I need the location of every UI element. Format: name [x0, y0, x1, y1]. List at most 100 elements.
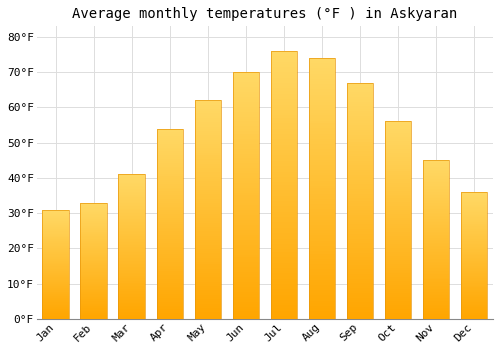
Bar	[42, 286, 69, 287]
Bar	[80, 235, 107, 236]
Bar	[460, 287, 487, 288]
Bar	[460, 198, 487, 200]
Bar	[270, 295, 297, 298]
Bar	[156, 288, 183, 290]
Bar	[194, 144, 221, 146]
Bar	[80, 242, 107, 243]
Bar	[232, 126, 259, 129]
Bar	[270, 131, 297, 134]
Bar	[422, 284, 450, 286]
Bar	[460, 192, 487, 319]
Bar	[346, 144, 374, 146]
Bar	[156, 195, 183, 197]
Bar	[308, 74, 335, 76]
Bar	[156, 197, 183, 199]
Bar	[156, 281, 183, 283]
Bar	[232, 297, 259, 299]
Bar	[384, 161, 411, 163]
Bar	[460, 202, 487, 203]
Bar	[118, 271, 145, 273]
Bar	[346, 253, 374, 255]
Bar	[422, 235, 450, 236]
Bar	[270, 204, 297, 206]
Bar	[232, 119, 259, 121]
Bar	[156, 270, 183, 271]
Bar	[80, 239, 107, 240]
Bar	[460, 310, 487, 311]
Bar	[422, 217, 450, 219]
Bar	[422, 222, 450, 224]
Bar	[232, 178, 259, 181]
Bar	[346, 307, 374, 309]
Bar	[270, 276, 297, 279]
Bar	[308, 259, 335, 261]
Bar	[118, 281, 145, 283]
Bar	[194, 234, 221, 236]
Bar	[270, 268, 297, 271]
Bar	[422, 163, 450, 165]
Bar	[460, 277, 487, 278]
Bar	[308, 272, 335, 274]
Bar	[308, 233, 335, 236]
Bar	[156, 153, 183, 155]
Bar	[270, 67, 297, 70]
Bar	[118, 174, 145, 319]
Bar	[118, 216, 145, 218]
Bar	[80, 221, 107, 222]
Bar	[346, 220, 374, 222]
Bar	[460, 230, 487, 231]
Bar	[194, 243, 221, 245]
Bar	[232, 97, 259, 99]
Bar	[460, 219, 487, 220]
Bar	[232, 72, 259, 319]
Bar	[384, 301, 411, 303]
Bar	[194, 122, 221, 124]
Bar	[270, 212, 297, 215]
Bar	[384, 295, 411, 297]
Bar	[422, 202, 450, 203]
Bar	[346, 212, 374, 215]
Bar	[460, 317, 487, 319]
Bar	[384, 155, 411, 157]
Bar	[422, 179, 450, 181]
Bar	[270, 113, 297, 115]
Bar	[308, 126, 335, 128]
Bar	[42, 301, 69, 302]
Bar	[346, 135, 374, 137]
Bar	[384, 284, 411, 285]
Bar	[156, 148, 183, 149]
Bar	[232, 171, 259, 173]
Bar	[460, 284, 487, 285]
Bar	[42, 289, 69, 290]
Bar	[460, 239, 487, 240]
Bar	[308, 186, 335, 188]
Bar	[270, 252, 297, 254]
Bar	[194, 282, 221, 284]
Bar	[460, 216, 487, 217]
Bar	[156, 212, 183, 214]
Bar	[308, 100, 335, 102]
Bar	[384, 232, 411, 234]
Bar	[42, 283, 69, 284]
Bar	[156, 233, 183, 235]
Bar	[308, 274, 335, 277]
Bar	[80, 262, 107, 263]
Bar	[232, 129, 259, 131]
Bar	[194, 236, 221, 238]
Bar	[118, 302, 145, 303]
Bar	[460, 243, 487, 244]
Bar	[384, 179, 411, 181]
Bar	[80, 270, 107, 271]
Bar	[42, 290, 69, 292]
Bar	[384, 201, 411, 202]
Bar	[194, 131, 221, 133]
Bar	[80, 289, 107, 290]
Bar	[346, 229, 374, 231]
Bar	[156, 241, 183, 243]
Bar	[308, 316, 335, 319]
Bar	[422, 170, 450, 172]
Bar	[80, 254, 107, 255]
Bar	[460, 272, 487, 273]
Bar	[194, 266, 221, 268]
Bar	[118, 200, 145, 202]
